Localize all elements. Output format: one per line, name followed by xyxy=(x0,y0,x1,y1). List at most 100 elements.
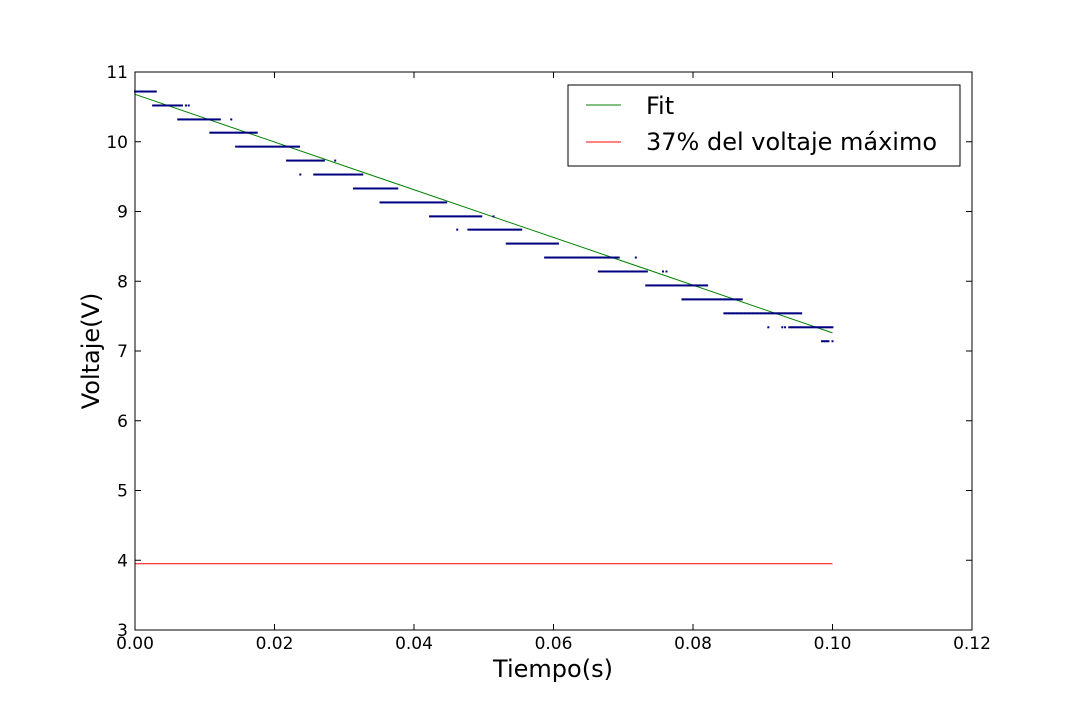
data-point xyxy=(544,242,547,245)
data-point xyxy=(507,242,510,245)
data-point xyxy=(215,118,218,121)
data-point xyxy=(343,173,346,176)
data-point xyxy=(798,312,801,315)
data-point xyxy=(478,215,481,218)
data-point xyxy=(574,256,577,259)
data-point xyxy=(532,242,535,245)
data-point xyxy=(520,228,523,231)
data-point xyxy=(748,312,751,315)
data-point xyxy=(270,145,273,148)
data-point xyxy=(469,228,472,231)
x-tick-label: 0.00 xyxy=(116,634,154,654)
data-point xyxy=(454,215,457,218)
data-point xyxy=(286,145,289,148)
data-point xyxy=(388,187,391,190)
data-point xyxy=(645,270,648,273)
data-point xyxy=(250,131,253,134)
data-point xyxy=(550,256,553,259)
data-point xyxy=(169,104,172,107)
data-point xyxy=(397,201,400,204)
data-point xyxy=(153,90,156,93)
data-point xyxy=(496,228,499,231)
data-point xyxy=(611,256,614,259)
data-point xyxy=(297,159,300,162)
data-point xyxy=(707,298,710,301)
data-point xyxy=(620,270,623,273)
data-point xyxy=(518,242,521,245)
data-point xyxy=(158,104,161,107)
data-point xyxy=(693,284,696,287)
data-point xyxy=(497,228,500,231)
data-point xyxy=(432,201,435,204)
data-point xyxy=(726,312,729,315)
data-point xyxy=(825,340,828,343)
data-point xyxy=(435,201,438,204)
data-point xyxy=(769,312,772,315)
data-point xyxy=(590,256,593,259)
data-point xyxy=(255,131,258,134)
data-point xyxy=(185,118,188,121)
data-point xyxy=(813,326,816,329)
data-point xyxy=(477,215,480,218)
data-point xyxy=(318,173,321,176)
data-point xyxy=(735,298,738,301)
data-point xyxy=(784,326,787,329)
data-point xyxy=(348,173,351,176)
data-point xyxy=(700,298,703,301)
data-point xyxy=(553,256,556,259)
data-point xyxy=(351,173,354,176)
data-point xyxy=(708,298,711,301)
data-point xyxy=(389,201,392,204)
data-point xyxy=(732,312,735,315)
data-point xyxy=(308,159,311,162)
data-point xyxy=(441,201,444,204)
data-point xyxy=(179,104,182,107)
data-point xyxy=(152,104,155,107)
data-point xyxy=(403,201,406,204)
data-point xyxy=(623,270,626,273)
data-point xyxy=(168,104,171,107)
data-point xyxy=(318,159,321,162)
data-point xyxy=(517,228,520,231)
data-point xyxy=(688,284,691,287)
data-point xyxy=(156,104,159,107)
data-point xyxy=(369,187,372,190)
data-point xyxy=(256,145,259,148)
data-point xyxy=(661,284,664,287)
data-point xyxy=(335,173,338,176)
data-point xyxy=(259,145,262,148)
data-point xyxy=(429,215,432,218)
data-point xyxy=(654,284,657,287)
data-point xyxy=(419,201,422,204)
data-point xyxy=(375,187,378,190)
data-point xyxy=(237,145,240,148)
data-point xyxy=(790,312,793,315)
data-point xyxy=(234,131,237,134)
data-point xyxy=(353,187,356,190)
data-point xyxy=(601,256,604,259)
data-point xyxy=(190,118,193,121)
data-point xyxy=(634,270,637,273)
data-point xyxy=(209,118,212,121)
data-point xyxy=(704,284,707,287)
data-point xyxy=(694,284,697,287)
data-point xyxy=(261,145,264,148)
data-point xyxy=(150,90,152,93)
data-point xyxy=(732,298,735,301)
data-point xyxy=(475,228,478,231)
data-point xyxy=(824,340,827,343)
data-point xyxy=(780,312,783,315)
data-point xyxy=(781,326,784,329)
data-point xyxy=(768,312,771,315)
data-point xyxy=(539,242,542,245)
data-point xyxy=(692,298,695,301)
data-point xyxy=(451,215,454,218)
data-point xyxy=(792,312,795,315)
data-point xyxy=(153,104,156,107)
data-point xyxy=(809,326,812,329)
data-point xyxy=(186,118,189,121)
data-point xyxy=(405,201,408,204)
data-point xyxy=(226,131,229,134)
data-point xyxy=(332,173,335,176)
data-point xyxy=(282,145,285,148)
